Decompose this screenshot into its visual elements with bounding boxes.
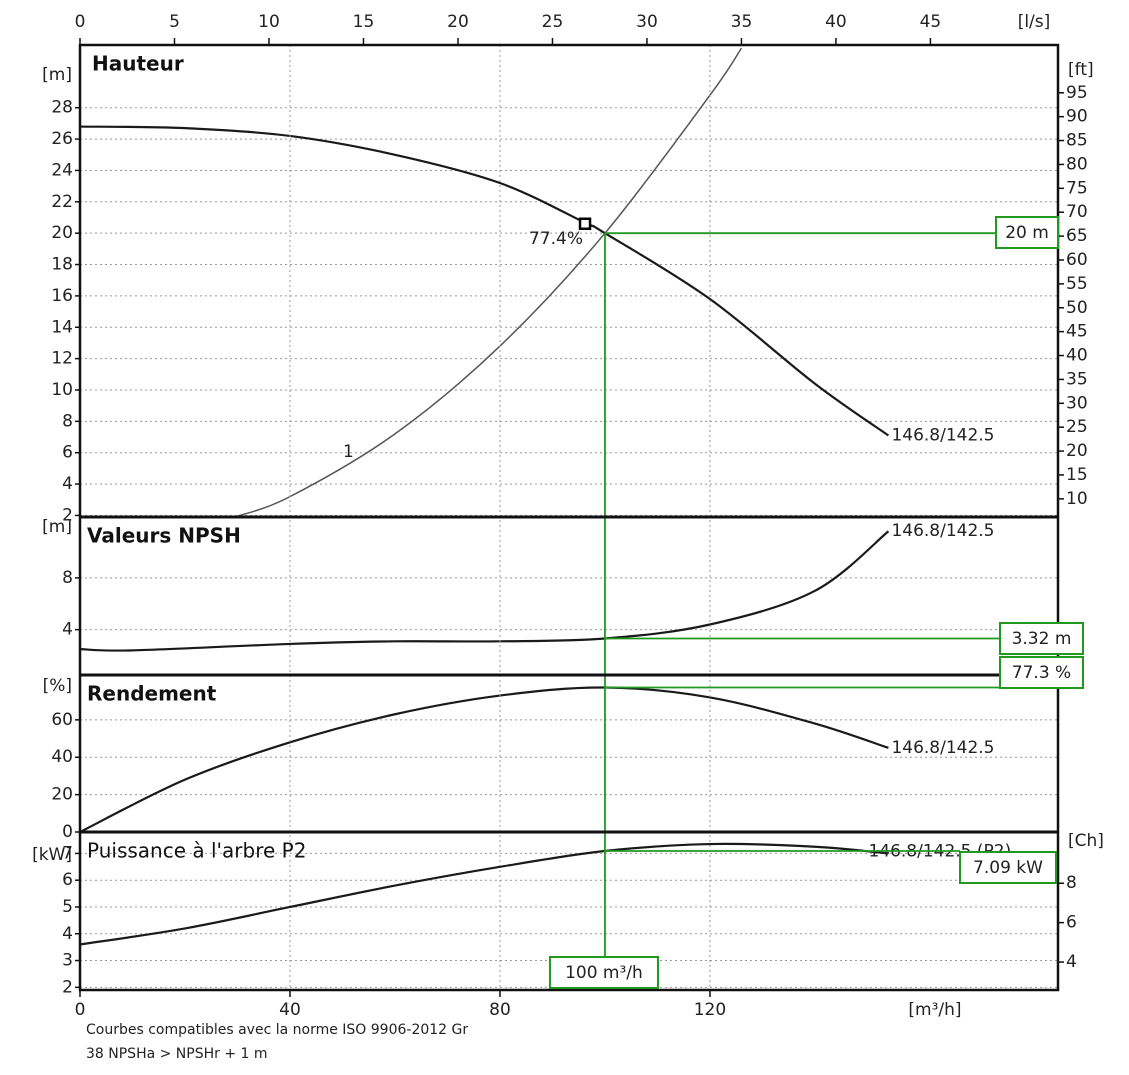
y-tick-label: 2 (62, 977, 73, 997)
x-tick-label: 80 (489, 1000, 511, 1020)
x2-tick-label: 35 (731, 12, 753, 32)
y-tick-label: 6 (62, 870, 73, 890)
footnote: Courbes compatibles avec la norme ISO 99… (86, 1022, 468, 1038)
title: Hauteur (92, 52, 184, 76)
curve (79, 686, 889, 833)
y-tick-label: 8 (62, 568, 73, 588)
y2-tick-label: 75 (1066, 178, 1088, 198)
x-tick-label: 40 (279, 1000, 301, 1020)
footnote: 38 NPSHa > NPSHr + 1 m (86, 1046, 268, 1062)
y2-tick-label: 80 (1066, 154, 1088, 174)
series-label: 146.8/142.5 (891, 425, 994, 445)
y2-tick-label: 10 (1066, 489, 1088, 509)
y-tick-label: 20 (51, 785, 73, 805)
flow-label: 100 m³/h (565, 963, 643, 983)
value-box (999, 656, 1084, 689)
x2-tick-label: 25 (542, 12, 564, 32)
title3: Puissance à l'arbre P2 (87, 839, 306, 863)
value-label: 3.32 m (1012, 629, 1072, 649)
value-label: 7.09 kW (973, 858, 1043, 878)
y2-tick-label: 90 (1066, 107, 1088, 127)
y2-tick-label: 8 (1066, 873, 1077, 893)
y2-tick-label: 65 (1066, 226, 1088, 246)
y-tick-label: 7 (62, 843, 73, 863)
y-tick-label: 22 (51, 192, 73, 212)
x2-tick-label: 0 (75, 12, 86, 32)
series-label: 146.8/142.5 (891, 521, 994, 541)
y-unit: [m] (42, 65, 72, 85)
y2-tick-label: 50 (1066, 298, 1088, 318)
y2-unit: [Ch] (1068, 831, 1104, 851)
value-box (999, 622, 1084, 655)
y-tick-label: 16 (51, 286, 73, 306)
y-tick-label: 24 (51, 160, 73, 180)
y2-tick-label: 30 (1066, 393, 1088, 413)
y-tick-label: 5 (62, 897, 73, 917)
y2-tick-label: 70 (1066, 202, 1088, 222)
y2-tick-label: 45 (1066, 322, 1088, 342)
y2-unit: [ft] (1068, 60, 1094, 80)
y-tick-label: 12 (51, 349, 73, 369)
y-unit: [%] (43, 676, 72, 696)
x2-tick-label: 30 (636, 12, 658, 32)
x-unit: [m³/h] (908, 1000, 961, 1020)
y-tick-label: 4 (62, 924, 73, 944)
y2-tick-label: 20 (1066, 441, 1088, 461)
y-unit: [m] (42, 517, 72, 537)
value-box (548, 956, 659, 989)
title: Valeurs NPSH (87, 524, 241, 548)
y2-tick-label: 25 (1066, 417, 1088, 437)
y2-tick-label: 6 (1066, 913, 1077, 933)
y-tick-label: 28 (51, 98, 73, 118)
efficiency-label: 77.4% (529, 229, 583, 249)
value-box (995, 216, 1059, 249)
y-tick-label: 60 (51, 710, 73, 730)
y-tick-label: 6 (62, 443, 73, 463)
duty-marker (578, 217, 592, 231)
y-tick-label: 14 (51, 317, 73, 337)
value-label: 77.3 % (1012, 663, 1071, 683)
y2-tick-label: 35 (1066, 369, 1088, 389)
x2-tick-label: 20 (447, 12, 469, 32)
y2-tick-label: 40 (1066, 346, 1088, 366)
curve (79, 530, 890, 652)
y2-tick-label: 15 (1066, 465, 1088, 485)
y-tick-label: 2 (62, 505, 73, 525)
curve (79, 125, 890, 437)
y2-tick-label: 60 (1066, 250, 1088, 270)
series-label: 1 (343, 442, 354, 462)
y-tick-label: 20 (51, 223, 73, 243)
y-tick-label: 18 (51, 255, 73, 275)
x2-tick-label: 10 (258, 12, 280, 32)
value-label: 20 m (1005, 223, 1049, 243)
x2-tick-label: 40 (825, 12, 847, 32)
series-label: 146.8/142.5 (891, 738, 994, 758)
y2-tick-label: 95 (1066, 83, 1088, 103)
y-tick-label: 40 (51, 747, 73, 767)
x2-unit: [l/s] (1018, 12, 1051, 32)
y2-tick-label: 55 (1066, 274, 1088, 294)
y-tick-label: 4 (62, 474, 73, 494)
x2-tick-label: 15 (353, 12, 375, 32)
y-tick-label: 4 (62, 620, 73, 640)
x-tick-label: 0 (75, 1000, 86, 1020)
y-tick-label: 26 (51, 129, 73, 149)
y-tick-label: 8 (62, 411, 73, 431)
curve (79, 842, 889, 946)
x2-tick-label: 5 (169, 12, 180, 32)
y2-tick-label: 85 (1066, 131, 1088, 151)
curve (234, 47, 743, 518)
y2-tick-label: 4 (1066, 952, 1077, 972)
y-unit: [kW] (32, 845, 72, 865)
value-box (959, 851, 1057, 884)
y-tick-label: 10 (51, 380, 73, 400)
title: Rendement (87, 682, 217, 706)
y-tick-label: 3 (62, 951, 73, 971)
x-tick-label: 120 (694, 1000, 726, 1020)
x2-tick-label: 45 (920, 12, 942, 32)
y-tick-label: 0 (62, 822, 73, 842)
